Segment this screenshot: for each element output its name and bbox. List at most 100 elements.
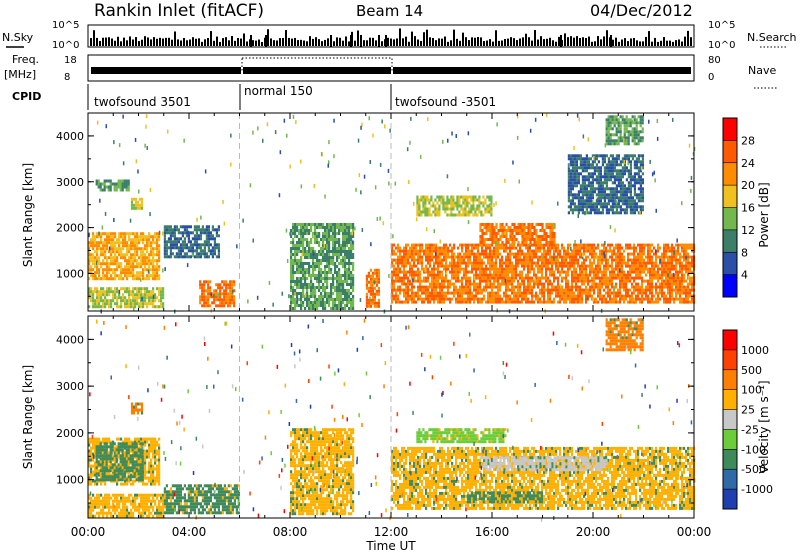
nsky-bar [162, 38, 164, 46]
nsky-bar [471, 37, 473, 46]
nsearch-bar [265, 35, 267, 47]
freq-label: Freq. [12, 53, 39, 66]
nsky-bar [525, 33, 527, 46]
nsky-bar [363, 40, 365, 46]
y-tick-label: 1000 [56, 267, 84, 280]
data-region [290, 223, 355, 310]
nsky-bar [618, 41, 620, 46]
nsky-bar [531, 40, 533, 46]
nsky-bar [105, 37, 107, 46]
data-region [130, 402, 144, 415]
colorbar-swatch [723, 389, 737, 411]
nsky-bar [201, 41, 203, 46]
nsky-bar [267, 29, 269, 46]
nsky-bar [633, 38, 635, 46]
nsky-bar [195, 38, 197, 46]
cpid-label: CPID [12, 90, 41, 103]
velocity-panel: 1000 2000 3000 4000 00:00 04:00 08:00 12:00 16:0… [56, 315, 712, 539]
nsky-bar [159, 37, 161, 46]
nsky-tick-top: 10^5 [52, 20, 79, 31]
nsky-bar [591, 41, 593, 46]
freq-trace-a [91, 67, 241, 74]
nsky-bar [462, 32, 464, 46]
nsky-bar [504, 39, 506, 46]
colorbar-tick-label: 1000 [741, 344, 769, 357]
nsky-bar [225, 37, 227, 46]
nsky-bar [342, 40, 344, 46]
freq-panel [87, 54, 695, 82]
nsky-bar [537, 39, 539, 46]
nsearch-bar [250, 35, 252, 47]
nsearch-label: N.Search [747, 31, 797, 44]
nsky-bar [558, 36, 560, 46]
nsearch-bar [378, 35, 380, 47]
nsky-bar [669, 40, 671, 46]
nsky-bar [624, 38, 626, 46]
y-tick-label: 4000 [56, 130, 84, 143]
nsky-bar [168, 37, 170, 46]
nsky-bar [156, 38, 158, 46]
y-tick-label: 2000 [56, 427, 84, 440]
nsky-bar [408, 41, 410, 46]
nsky-bar [642, 41, 644, 46]
x-tick-label: 08:00 [273, 525, 308, 539]
nsky-bar [606, 30, 608, 46]
colorbar-swatch [723, 274, 737, 298]
nsky-bar [612, 39, 614, 46]
nsky-bar [441, 38, 443, 46]
nsky-bar [114, 40, 116, 46]
nsky-bar [348, 41, 350, 46]
nsky-bar [312, 38, 314, 46]
nsky-bar [198, 38, 200, 46]
nsky-bar [324, 39, 326, 46]
nsky-bar [459, 40, 461, 46]
colorbar-tick-label: 12 [741, 224, 755, 237]
nsky-bar [465, 37, 467, 46]
colorbar-swatch [723, 140, 737, 164]
x-tick-label: 00:00 [677, 525, 712, 539]
freq-tick-bottom: 8 [64, 72, 70, 83]
nsky-bar [597, 36, 599, 46]
nsky-bar [447, 41, 449, 46]
nsky-bar [150, 39, 152, 46]
nsky-bar [216, 36, 218, 46]
nsky-bar [663, 37, 665, 46]
power-panel: 1000 2000 3000 4000 [56, 112, 696, 314]
nsky-bar [93, 30, 95, 46]
nsky-bar [483, 41, 485, 46]
nsky-bar [405, 36, 407, 46]
nsky-bar [297, 40, 299, 46]
x-tick-label: 20:00 [576, 525, 611, 539]
nsky-bar [582, 37, 584, 46]
colorbar-frame [722, 329, 738, 510]
y-tick-label: 1000 [56, 474, 84, 487]
nsky-bar [390, 38, 392, 46]
nsky-bar [579, 37, 581, 46]
nsky-bar [183, 37, 185, 46]
nsky-bar [675, 40, 677, 46]
nsky-bar [573, 37, 575, 46]
nsky-bar [123, 37, 125, 46]
colorbar-swatch [723, 409, 737, 430]
nsky-bar [252, 40, 254, 46]
data-region [391, 243, 696, 304]
date-label: 04/Dec/2012 [590, 1, 693, 20]
nsky-bar [654, 37, 656, 46]
nsky-bar [246, 41, 248, 46]
nsky-bar [108, 37, 110, 46]
data-region [290, 428, 355, 516]
nsky-bar [480, 37, 482, 46]
nsky-bar [507, 38, 509, 46]
x-axis-title: Time UT [365, 539, 416, 553]
nsky-bar [315, 37, 317, 46]
nsky-bar [117, 36, 119, 46]
nsky-bar [369, 37, 371, 46]
nsky-bar [102, 37, 104, 46]
nsky-bar [600, 39, 602, 46]
nsky-bar [387, 37, 389, 46]
nsky-bar [276, 40, 278, 46]
colorbar-swatch [723, 118, 737, 141]
nsky-bar [186, 40, 188, 46]
y-tick-label: 3000 [56, 176, 84, 189]
colorbar-swatch [723, 349, 737, 371]
